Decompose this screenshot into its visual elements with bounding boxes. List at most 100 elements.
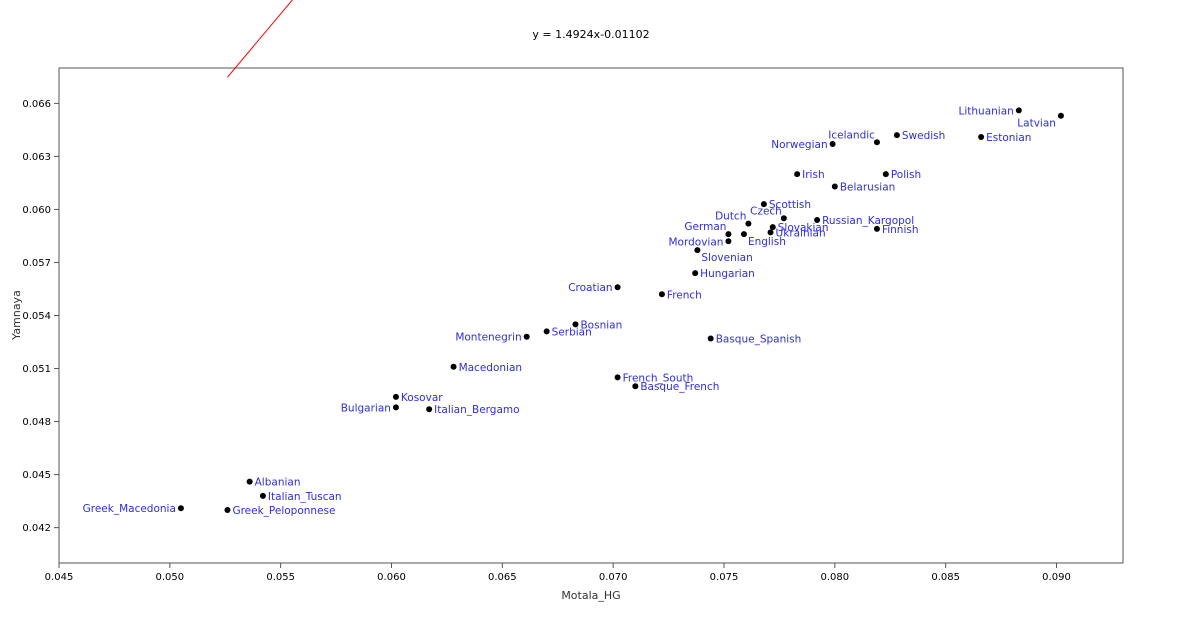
point-marker [392,393,399,400]
data-point: Bosnian [572,319,622,331]
y-tick-label: 0.048 [22,417,51,428]
point-label: Serbian [552,326,592,338]
point-label: Ukrainian [776,227,826,239]
data-point: Mordovian [668,236,732,248]
point-label: French [667,289,702,301]
point-label: Slovakian [778,222,829,234]
data-point: Lithuanian [959,105,1022,117]
x-tick-label: 0.060 [377,572,406,583]
x-tick-label: 0.045 [45,572,74,583]
data-point: French_South [614,372,694,384]
chart-title: y = 1.4924x-0.01102 [532,28,649,41]
point-label: Italian_Tuscan [268,491,342,503]
point-label: Basque_Spanish [716,333,802,345]
data-point: Icelandic [828,129,880,146]
plot-frame [58,67,1124,564]
data-point: Albanian [246,477,301,489]
data-point: Basque_Spanish [707,333,802,345]
data-point: Polish [882,169,921,181]
point-marker [523,333,530,340]
x-tick-label: 0.055 [266,572,295,583]
x-tick-label: 0.090 [1042,572,1071,583]
point-marker [426,406,433,413]
point-label: Croatian [568,282,612,294]
point-marker [692,270,699,277]
point-marker [829,141,836,148]
point-label: Mordovian [668,236,723,248]
data-point: Serbian [543,326,592,338]
point-marker [707,335,714,342]
point-marker [572,321,579,328]
data-point: Czech [750,205,787,222]
x-tick-label: 0.065 [488,572,517,583]
point-marker [658,291,665,298]
point-label: Polish [891,169,921,181]
point-marker [814,217,821,224]
point-marker [177,505,184,512]
point-label: Dutch [715,211,746,223]
data-point: Greek_Peloponnese [224,505,335,517]
point-label: Scottish [769,199,811,211]
point-label: French_South [623,372,694,384]
point-marker [978,133,985,140]
data-point: Montenegrin [455,332,530,344]
point-label: Hungarian [700,268,755,280]
point-marker [632,383,639,390]
point-marker [1057,112,1064,119]
data-point: German [684,221,732,238]
point-label: Swedish [902,130,945,142]
point-marker [873,225,880,232]
point-marker [450,363,457,370]
point-marker [1015,107,1022,114]
data-point: Slovenian [694,247,753,264]
point-label: Albanian [255,477,301,489]
data-point: Irish [794,169,825,181]
y-tick-label: 0.051 [22,364,51,375]
point-marker [794,171,801,178]
point-label: Greek_Macedonia [83,503,176,515]
y-axis-label: Yamnaya [10,290,23,341]
y-tick-label: 0.066 [22,99,51,110]
data-point: Basque_French [632,381,719,393]
x-tick-label: 0.050 [156,572,185,583]
data-point: Macedonian [450,362,522,374]
point-label: Czech [750,205,782,217]
x-axis-label: Motala_HG [561,589,620,602]
point-marker [725,231,732,238]
point-marker [760,201,767,208]
point-marker [725,238,732,245]
y-tick-label: 0.057 [22,258,51,269]
point-label: Norwegian [771,139,827,151]
point-label: Estonian [986,132,1031,144]
data-point: Norwegian [771,139,836,151]
data-point: Belarusian [831,181,895,193]
data-point: Bulgarian [341,402,399,414]
point-label: Macedonian [459,362,522,374]
point-label: English [748,236,786,248]
point-label: Basque_French [640,381,719,393]
data-point: Latvian [1017,112,1064,130]
point-marker [740,231,747,238]
data-point: Croatian [568,282,621,294]
point-label: Russian_Kargopol [822,215,914,227]
point-marker [259,492,266,499]
point-marker [831,183,838,190]
point-label: Icelandic [828,129,875,141]
x-tick-label: 0.075 [710,572,739,583]
data-point: Finnish [873,224,919,236]
point-label: Finnish [882,224,919,236]
point-marker [893,132,900,139]
point-label: Greek_Peloponnese [232,505,335,517]
y-tick-label: 0.042 [22,523,51,534]
data-point: Hungarian [692,268,755,280]
y-tick-label: 0.054 [22,311,51,322]
point-label: Bulgarian [341,402,391,414]
point-marker [224,506,231,513]
point-label: Latvian [1017,118,1056,130]
y-tick-label: 0.060 [22,205,51,216]
data-point: Scottish [760,199,811,211]
x-tick-label: 0.080 [821,572,850,583]
point-marker [767,229,774,236]
point-marker [769,224,776,231]
